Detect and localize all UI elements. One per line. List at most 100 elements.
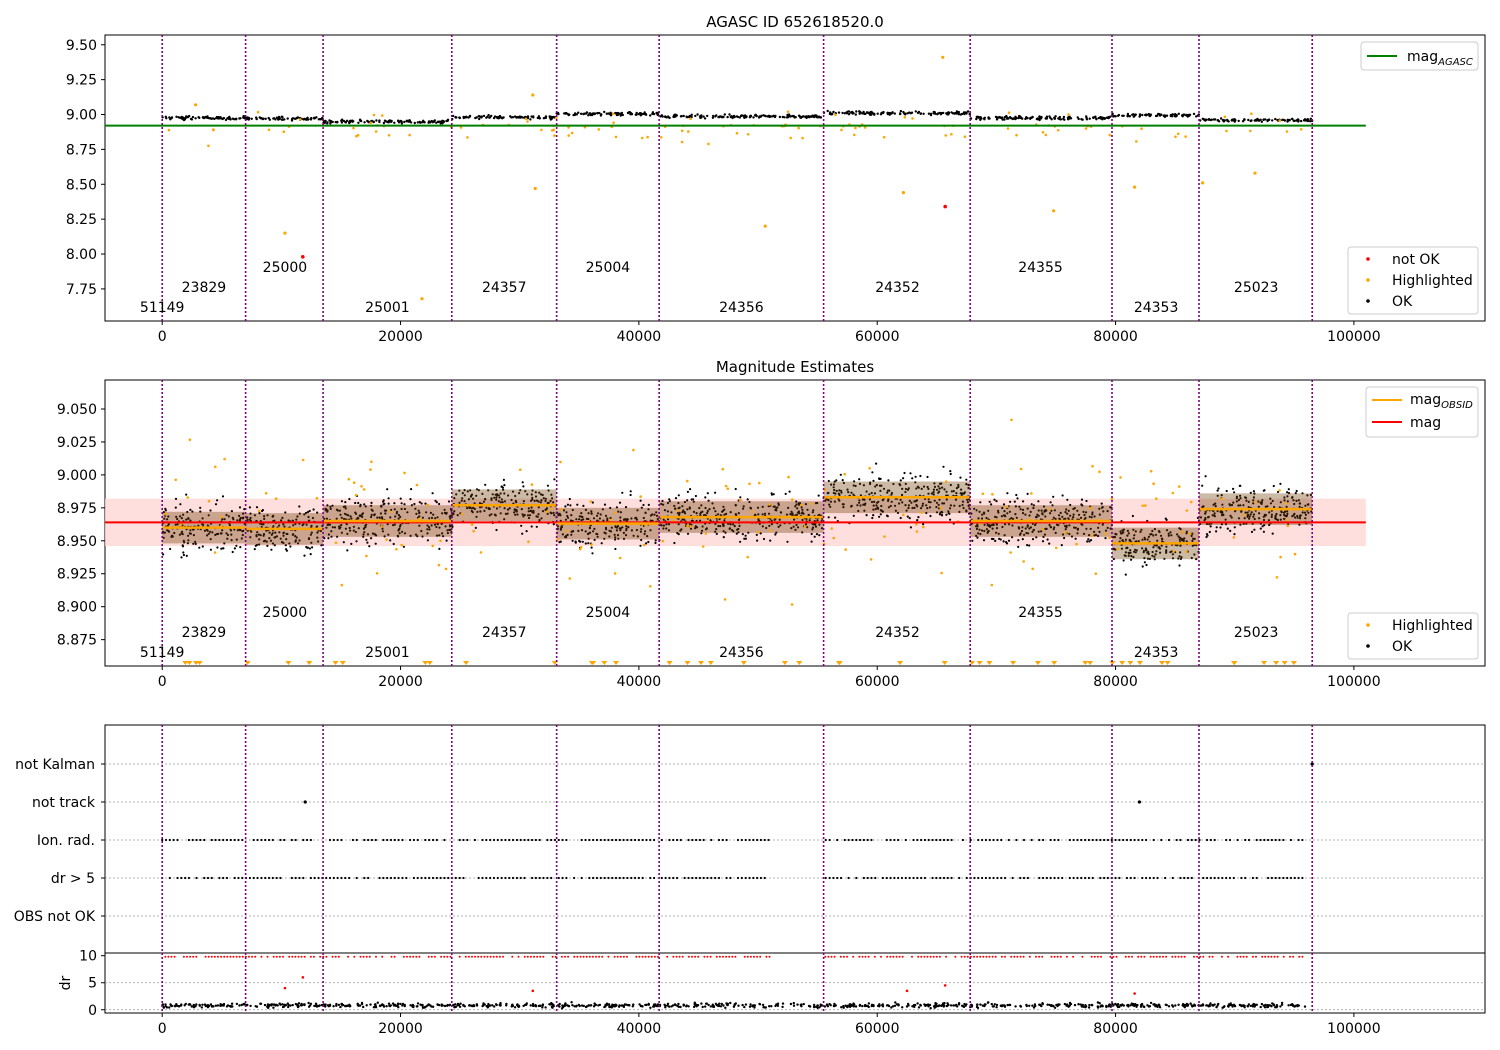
ok-point [272,525,275,528]
flag-point [942,838,946,842]
ok-point [458,489,461,492]
ok-point [834,516,837,519]
highlighted-point [439,539,442,543]
ok-point [893,112,896,115]
ok-point [401,530,404,533]
ok-point [327,523,330,526]
flag-point [698,876,702,880]
dr-point [792,1004,796,1007]
ok-point [994,539,997,543]
ok-point [951,112,955,115]
ok-point [428,526,431,529]
ok-point [358,514,361,517]
ok-point [477,489,480,492]
flag-point [303,800,307,804]
ok-point [1100,502,1103,505]
flag-point [542,876,545,880]
ok-point [209,538,212,541]
dr-point [1091,1004,1094,1007]
highlighted-point [963,135,967,138]
ok-point [955,110,959,113]
dr-point [644,1003,647,1007]
ok-point [476,510,479,513]
flag-point [424,838,427,842]
ok-point [731,115,735,118]
ok-point [262,534,265,537]
flag-point [515,876,519,880]
flag-point [1152,838,1155,842]
dr-point [781,1005,784,1009]
highlighted-point [939,506,942,510]
ok-point [238,514,241,518]
ok-point [326,509,329,512]
ok-point [221,495,225,498]
ok-point [169,118,172,121]
ok-point [189,529,192,532]
ok-point [1238,484,1241,487]
ok-point [307,515,310,519]
ok-point [1030,503,1033,506]
ok-point [502,116,505,119]
ok-point [241,533,244,537]
flag-point [1110,838,1113,842]
flag-point [489,876,492,880]
ok-point [268,531,271,534]
flag-point [222,876,225,880]
ok-point [285,549,288,552]
ok-point [460,499,463,502]
ok-point [225,513,228,517]
dr-point [987,1001,990,1004]
ok-point [815,114,818,117]
ok-point [507,494,510,497]
ok-point [979,118,982,122]
flag-point [1061,876,1064,880]
clipped-marker [986,661,993,665]
ok-point [715,532,718,536]
ok-point [397,121,401,124]
dr-point [1280,1003,1284,1006]
flag-point [702,838,705,842]
ok-point [949,472,952,476]
ok-point [366,533,370,536]
dr-point [307,1001,310,1005]
ok-point [1089,539,1093,542]
ok-point [368,545,371,548]
highlighted-point [1284,501,1287,505]
clipped-marker [1127,661,1134,665]
ok-point [262,540,266,543]
ok-point [1002,540,1005,543]
flag-point [1206,838,1209,842]
flag-point [1289,876,1293,880]
highlighted-point [791,498,794,501]
flag-point [271,838,274,842]
flag-point [237,876,240,880]
flag-point [614,876,618,880]
ok-point [371,532,375,535]
highlighted-point [608,518,612,522]
flag-point [1045,876,1048,880]
ok-point [181,545,185,548]
ok-point [786,540,789,543]
ok-point [511,116,515,119]
dr-point [751,1004,754,1008]
ok-point [458,501,461,504]
flag-point [1213,876,1216,880]
flag-point [1057,838,1060,842]
ok-point [1015,493,1018,497]
ok-point [346,549,349,552]
ok-point [576,503,579,506]
flag-point [946,838,949,842]
ok-point [241,517,245,520]
ok-point [1209,525,1212,528]
ok-point [499,512,502,515]
ok-point [524,490,527,493]
ok-point [264,117,267,121]
ok-point [891,111,894,114]
ok-point [396,510,399,513]
flag-point [550,876,553,880]
ok-point [340,121,344,124]
flag-point [290,876,293,880]
ok-point [233,547,236,550]
flag-point [721,838,724,842]
ok-point [382,121,386,125]
